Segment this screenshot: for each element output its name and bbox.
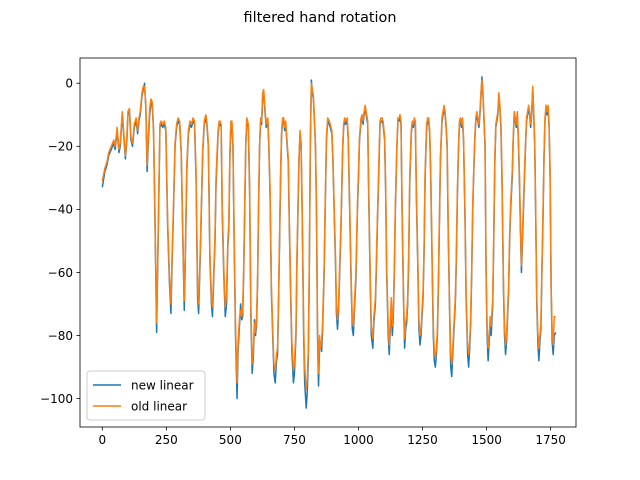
y-tick-label: −80 bbox=[48, 329, 73, 343]
x-tick-label: 500 bbox=[219, 433, 242, 447]
x-tick-label: 1500 bbox=[471, 433, 502, 447]
legend-box bbox=[86, 370, 206, 421]
series-line-old-linear bbox=[101, 79, 556, 390]
series-layer bbox=[101, 76, 557, 409]
y-tick-label: 0 bbox=[65, 77, 73, 91]
x-tick-label: 1250 bbox=[407, 433, 438, 447]
y-tick-label: −20 bbox=[48, 140, 73, 154]
axes-frame bbox=[79, 57, 577, 428]
y-axis: 0 −20 −40 −60 −80 −100 bbox=[40, 77, 80, 406]
plot-area bbox=[79, 57, 577, 428]
x-tick-label: 0 bbox=[98, 433, 106, 447]
x-axis: 0 250 500 750 1000 1250 1500 1750 bbox=[98, 427, 566, 447]
x-tick-label: 1750 bbox=[535, 433, 566, 447]
legend-label-new-linear: new linear bbox=[131, 379, 194, 393]
x-tick-label: 750 bbox=[283, 433, 306, 447]
legend-label-old-linear: old linear bbox=[131, 400, 187, 414]
legend: new linear old linear bbox=[86, 370, 206, 421]
x-tick-label: 1000 bbox=[343, 433, 374, 447]
chart-title: filtered hand rotation bbox=[244, 10, 397, 26]
y-tick-label: −40 bbox=[48, 203, 73, 217]
x-tick-label: 250 bbox=[155, 433, 178, 447]
y-tick-label: −60 bbox=[48, 266, 73, 280]
y-tick-label: −100 bbox=[40, 392, 73, 406]
